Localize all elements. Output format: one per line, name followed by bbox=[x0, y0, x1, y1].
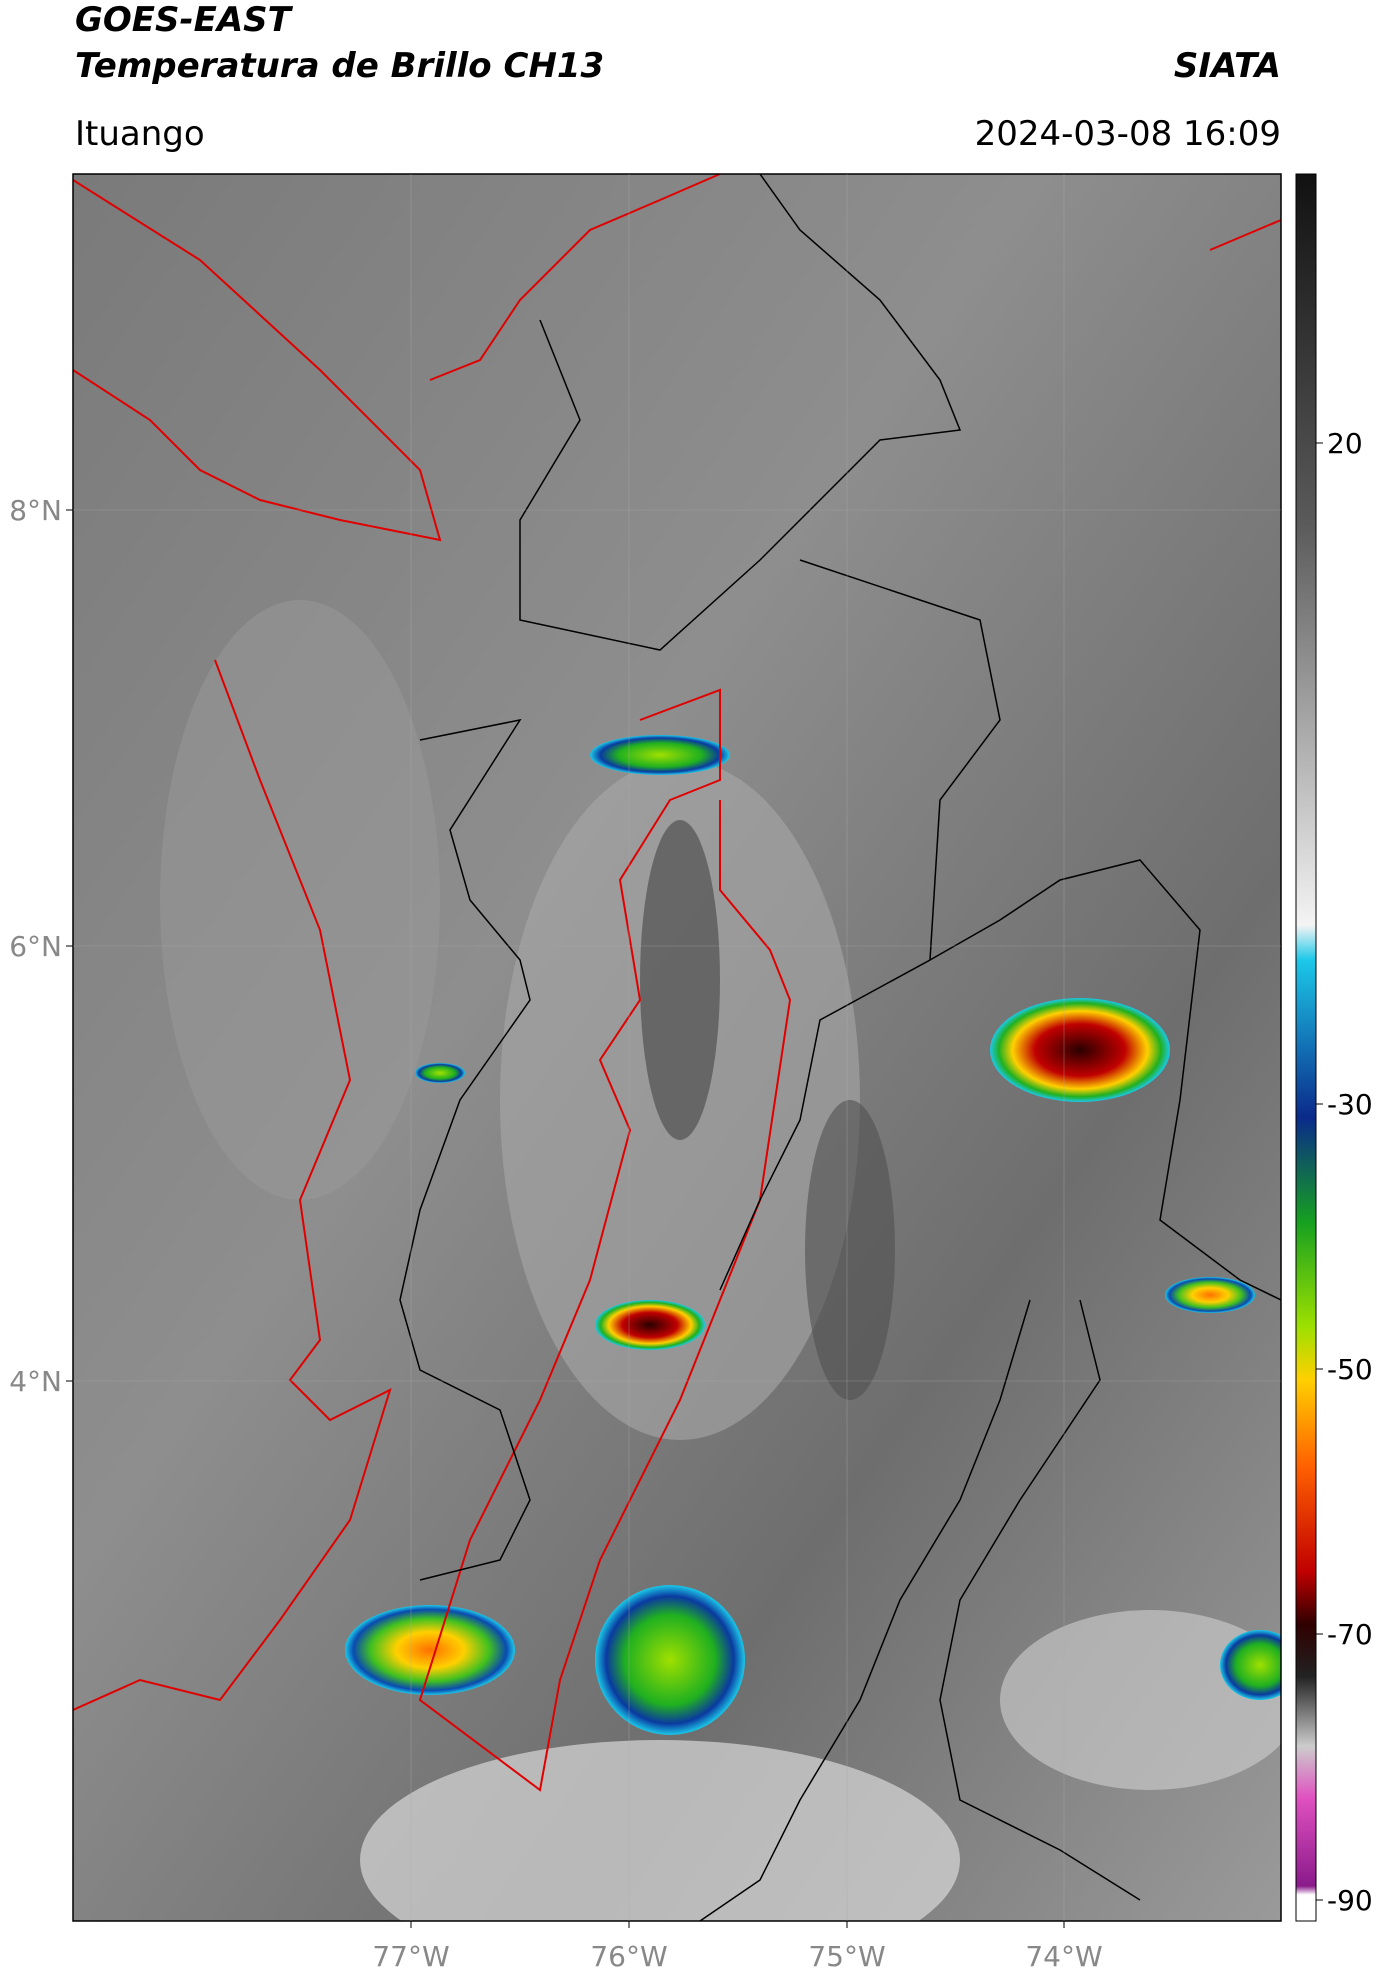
lon-tick-label: 77°W bbox=[372, 1940, 449, 1973]
storm-cell bbox=[1165, 1277, 1255, 1313]
storm-cell bbox=[595, 1300, 705, 1350]
lat-tick-label: 4°N bbox=[9, 1365, 62, 1398]
organization: SIATA bbox=[1173, 46, 1281, 86]
storm-cell bbox=[990, 998, 1170, 1102]
map-area bbox=[73, 174, 1281, 1921]
region: Ituango bbox=[75, 114, 205, 154]
storm-cell bbox=[595, 1585, 745, 1735]
cloud bbox=[160, 600, 440, 1200]
colorbar bbox=[1295, 173, 1317, 1922]
product-title: Temperatura de Brillo CH13 bbox=[75, 46, 605, 86]
coastline bbox=[73, 174, 1281, 1711]
storm-cell bbox=[415, 1063, 465, 1083]
map-frame bbox=[72, 173, 1282, 1922]
lon-tick-label: 75°W bbox=[808, 1940, 885, 1973]
storm-cell bbox=[1220, 1630, 1281, 1700]
colorbar-tick-label: -90 bbox=[1327, 1884, 1373, 1917]
cloud bbox=[360, 1740, 960, 1921]
timestamp: 2024-03-08 16:09 bbox=[974, 114, 1281, 154]
lon-tick-label: 76°W bbox=[590, 1940, 667, 1973]
lat-tick-label: 8°N bbox=[9, 494, 62, 527]
region-boundary bbox=[418, 688, 792, 1792]
storm-cell bbox=[590, 735, 730, 775]
cloud bbox=[1000, 1610, 1281, 1790]
colorbar-tick-label: -70 bbox=[1327, 1618, 1373, 1651]
warm-ground bbox=[640, 820, 720, 1140]
colorbar-tick-label: -30 bbox=[1327, 1088, 1373, 1121]
lon-tick-label: 74°W bbox=[1025, 1940, 1102, 1973]
admin-boundary bbox=[399, 174, 1281, 1921]
lat-tick-label: 6°N bbox=[9, 930, 62, 963]
colorbar-tick-label: -50 bbox=[1327, 1353, 1373, 1386]
storm-cell bbox=[345, 1605, 515, 1695]
satellite-title: GOES-EAST bbox=[75, 0, 291, 40]
colorbar-tick-label: 20 bbox=[1327, 427, 1363, 460]
warm-ground bbox=[805, 1100, 895, 1400]
